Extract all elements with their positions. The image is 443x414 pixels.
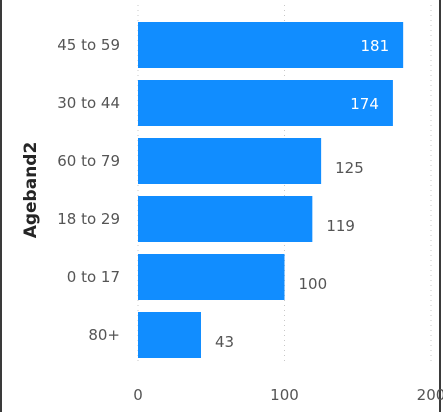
bar[interactable] — [138, 22, 404, 68]
data-labels: 181 174 125 119 100 43 — [215, 37, 389, 351]
category-label: 18 to 29 — [57, 210, 120, 228]
category-label: 0 to 17 — [67, 268, 120, 286]
bar[interactable] — [138, 254, 285, 300]
bar[interactable] — [138, 312, 201, 358]
data-label: 125 — [335, 159, 364, 177]
data-label: 43 — [215, 333, 234, 351]
category-label: 80+ — [88, 326, 120, 344]
x-tick-labels: 0 100 200 — [133, 386, 443, 404]
data-label: 100 — [299, 275, 328, 293]
data-label: 181 — [361, 37, 390, 55]
category-label: 45 to 59 — [57, 36, 120, 54]
category-label: 60 to 79 — [57, 152, 120, 170]
data-label: 174 — [350, 95, 379, 113]
y-axis-title: Ageband2 — [21, 142, 41, 239]
x-tick-label: 100 — [270, 386, 299, 404]
bar[interactable] — [138, 138, 322, 184]
category-label: 30 to 44 — [57, 94, 120, 112]
x-tick-label: 200 — [417, 386, 443, 404]
x-tick-label: 0 — [133, 386, 143, 404]
data-label: 119 — [326, 217, 355, 235]
bars — [138, 22, 404, 358]
bar[interactable] — [138, 196, 313, 242]
category-labels: 45 to 59 30 to 44 60 to 79 18 to 29 0 to 17 8… — [57, 36, 120, 344]
bar[interactable] — [138, 80, 393, 126]
